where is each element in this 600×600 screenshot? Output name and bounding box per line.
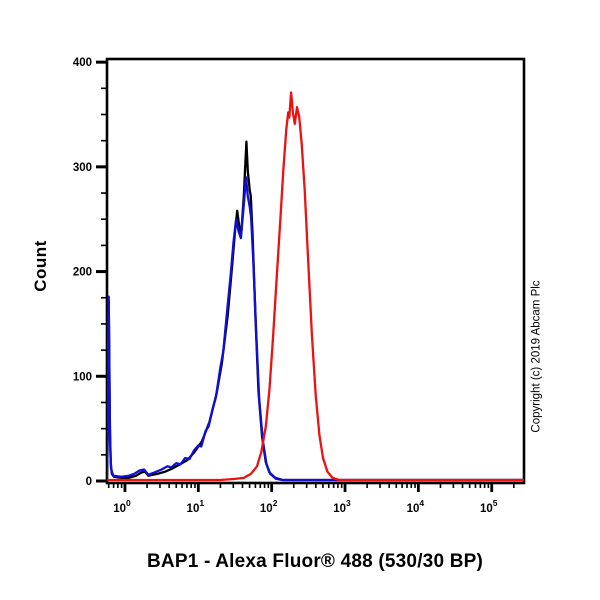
curve-red-curve xyxy=(107,91,524,482)
curve-black-curve xyxy=(107,140,524,482)
y-axis-label: Count xyxy=(31,240,50,292)
x-tick-label: 104 xyxy=(407,498,425,515)
curve-blue-curve xyxy=(107,176,524,482)
y-tick-label: 0 xyxy=(86,476,92,488)
x-tick-label: 102 xyxy=(260,498,278,515)
x-tick-label: 103 xyxy=(333,498,351,515)
y-tick-label: 100 xyxy=(73,371,92,383)
copyright-text: Copyright (c) 2019 Abcam Plc xyxy=(530,280,543,433)
x-tick-label: 101 xyxy=(187,498,205,515)
y-tick-label: 200 xyxy=(73,267,92,279)
y-tick-label: 400 xyxy=(73,57,92,69)
y-tick-label: 300 xyxy=(73,162,92,174)
plot-frame xyxy=(105,57,526,485)
x-tick-label: 100 xyxy=(113,498,131,515)
chart-title: BAP1 - Alexa Fluor® 488 (530/30 BP) xyxy=(146,551,484,572)
x-tick-label: 105 xyxy=(480,498,498,515)
